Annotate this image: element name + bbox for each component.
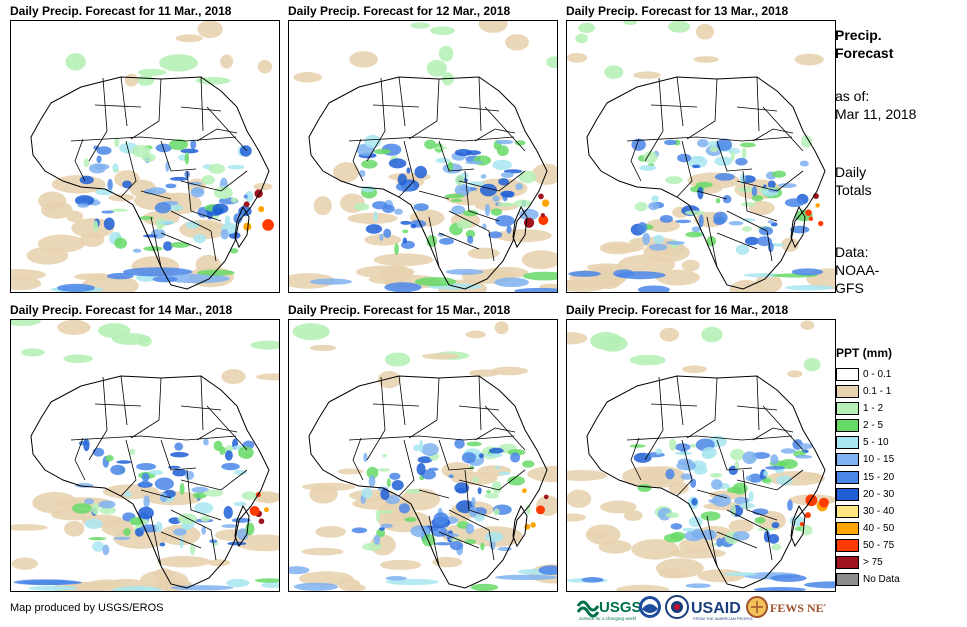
precip-map <box>288 319 558 592</box>
legend-label: 5 - 10 <box>863 437 889 449</box>
asof-label: as of: <box>835 88 870 104</box>
map-credit: Map produced by USGS/EROS <box>10 602 164 614</box>
forecast-panel-2: Daily Precip. Forecast for 12 Mar., 2018 <box>288 2 558 293</box>
legend-swatch <box>836 470 859 484</box>
data-line-3: GFS <box>835 280 864 296</box>
legend-label: 30 - 40 <box>863 505 895 517</box>
legend-label: 20 - 30 <box>863 488 895 500</box>
forecast-panel-5: Daily Precip. Forecast for 15 Mar., 2018 <box>288 301 558 592</box>
fewsnet-logo: FEWS NET <box>746 596 832 618</box>
legend-label: 10 - 15 <box>863 454 895 466</box>
precip-map <box>566 20 836 293</box>
legend-label: 2 - 5 <box>863 420 884 432</box>
title-line-1: Precip. <box>835 27 882 43</box>
sidebar-title: Precip. Forecast <box>835 26 893 62</box>
legend-swatch <box>836 368 859 381</box>
panel-title: Daily Precip. Forecast for 11 Mar., 2018 <box>10 4 232 18</box>
legend-label: 0.1 - 1 <box>863 386 892 398</box>
legend-label: 50 - 75 <box>863 539 895 551</box>
logo-strip: USGS science for a changing world USAID … <box>576 592 832 622</box>
legend-swatch <box>836 538 859 552</box>
data-line-2: NOAA- <box>835 262 880 278</box>
legend-label: 40 - 50 <box>863 522 895 534</box>
usaid-tagline: FROM THE AMERICAN PEOPLE <box>693 616 753 621</box>
legend-swatch <box>836 556 859 570</box>
usaid-wordmark: USAID <box>691 600 741 617</box>
usaid-seal-logo <box>665 595 689 619</box>
precip-map <box>288 20 558 293</box>
forecast-panel-1: Daily Precip. Forecast for 11 Mar., 2018 <box>10 2 280 293</box>
legend-label: 1 - 2 <box>863 403 884 415</box>
legend-swatch <box>836 521 859 535</box>
panel-title: Daily Precip. Forecast for 13 Mar., 2018 <box>566 4 789 18</box>
precip-map <box>566 319 836 592</box>
data-source-block: Data: NOAA- GFS <box>835 243 879 297</box>
asof-date: Mar 11, 2018 <box>835 106 917 122</box>
usgs-wordmark: USGS <box>599 599 642 616</box>
forecast-panel-3: Daily Precip. Forecast for 13 Mar., 2018 <box>566 2 836 293</box>
panel-title: Daily Precip. Forecast for 12 Mar., 2018 <box>288 4 511 18</box>
forecast-panel-6: Daily Precip. Forecast for 16 Mar., 2018 <box>566 301 836 592</box>
totals-line-1: Daily <box>835 164 867 180</box>
legend-title: PPT (mm) <box>836 346 893 360</box>
legend-label: 15 - 20 <box>863 471 895 483</box>
legend-label: No Data <box>863 574 900 586</box>
usgs-logo: USGS science for a changing world <box>576 599 642 621</box>
legend-swatch <box>836 453 859 467</box>
panel-title: Daily Precip. Forecast for 16 Mar., 2018 <box>566 303 789 317</box>
panel-title: Daily Precip. Forecast for 15 Mar., 2018 <box>288 303 511 317</box>
usaid-logo: USAID FROM THE AMERICAN PEOPLE <box>691 600 753 621</box>
precip-map <box>10 319 280 592</box>
legend-label: > 75 <box>863 557 883 569</box>
legend-swatch <box>836 573 859 587</box>
legend-swatch <box>836 504 859 518</box>
legend-swatch <box>836 419 859 433</box>
legend-swatch <box>836 402 859 416</box>
asof-block: as of: Mar 11, 2018 <box>835 87 916 123</box>
title-line-2: Forecast <box>835 45 894 61</box>
legend-swatch <box>836 487 859 501</box>
usgs-tagline: science for a changing world <box>579 616 637 621</box>
legend-swatch <box>836 436 859 450</box>
precip-map <box>10 20 280 293</box>
fewsnet-wordmark: FEWS NET <box>770 601 826 615</box>
data-line-1: Data: <box>835 244 869 260</box>
totals-line-2: Totals <box>835 182 872 198</box>
panel-title: Daily Precip. Forecast for 14 Mar., 2018 <box>10 303 233 317</box>
legend-label: 0 - 0.1 <box>863 369 892 380</box>
noaa-logo <box>639 596 661 618</box>
totals-block: Daily Totals <box>835 163 872 199</box>
legend-swatch <box>836 385 859 399</box>
forecast-panel-4: Daily Precip. Forecast for 14 Mar., 2018 <box>10 301 280 592</box>
